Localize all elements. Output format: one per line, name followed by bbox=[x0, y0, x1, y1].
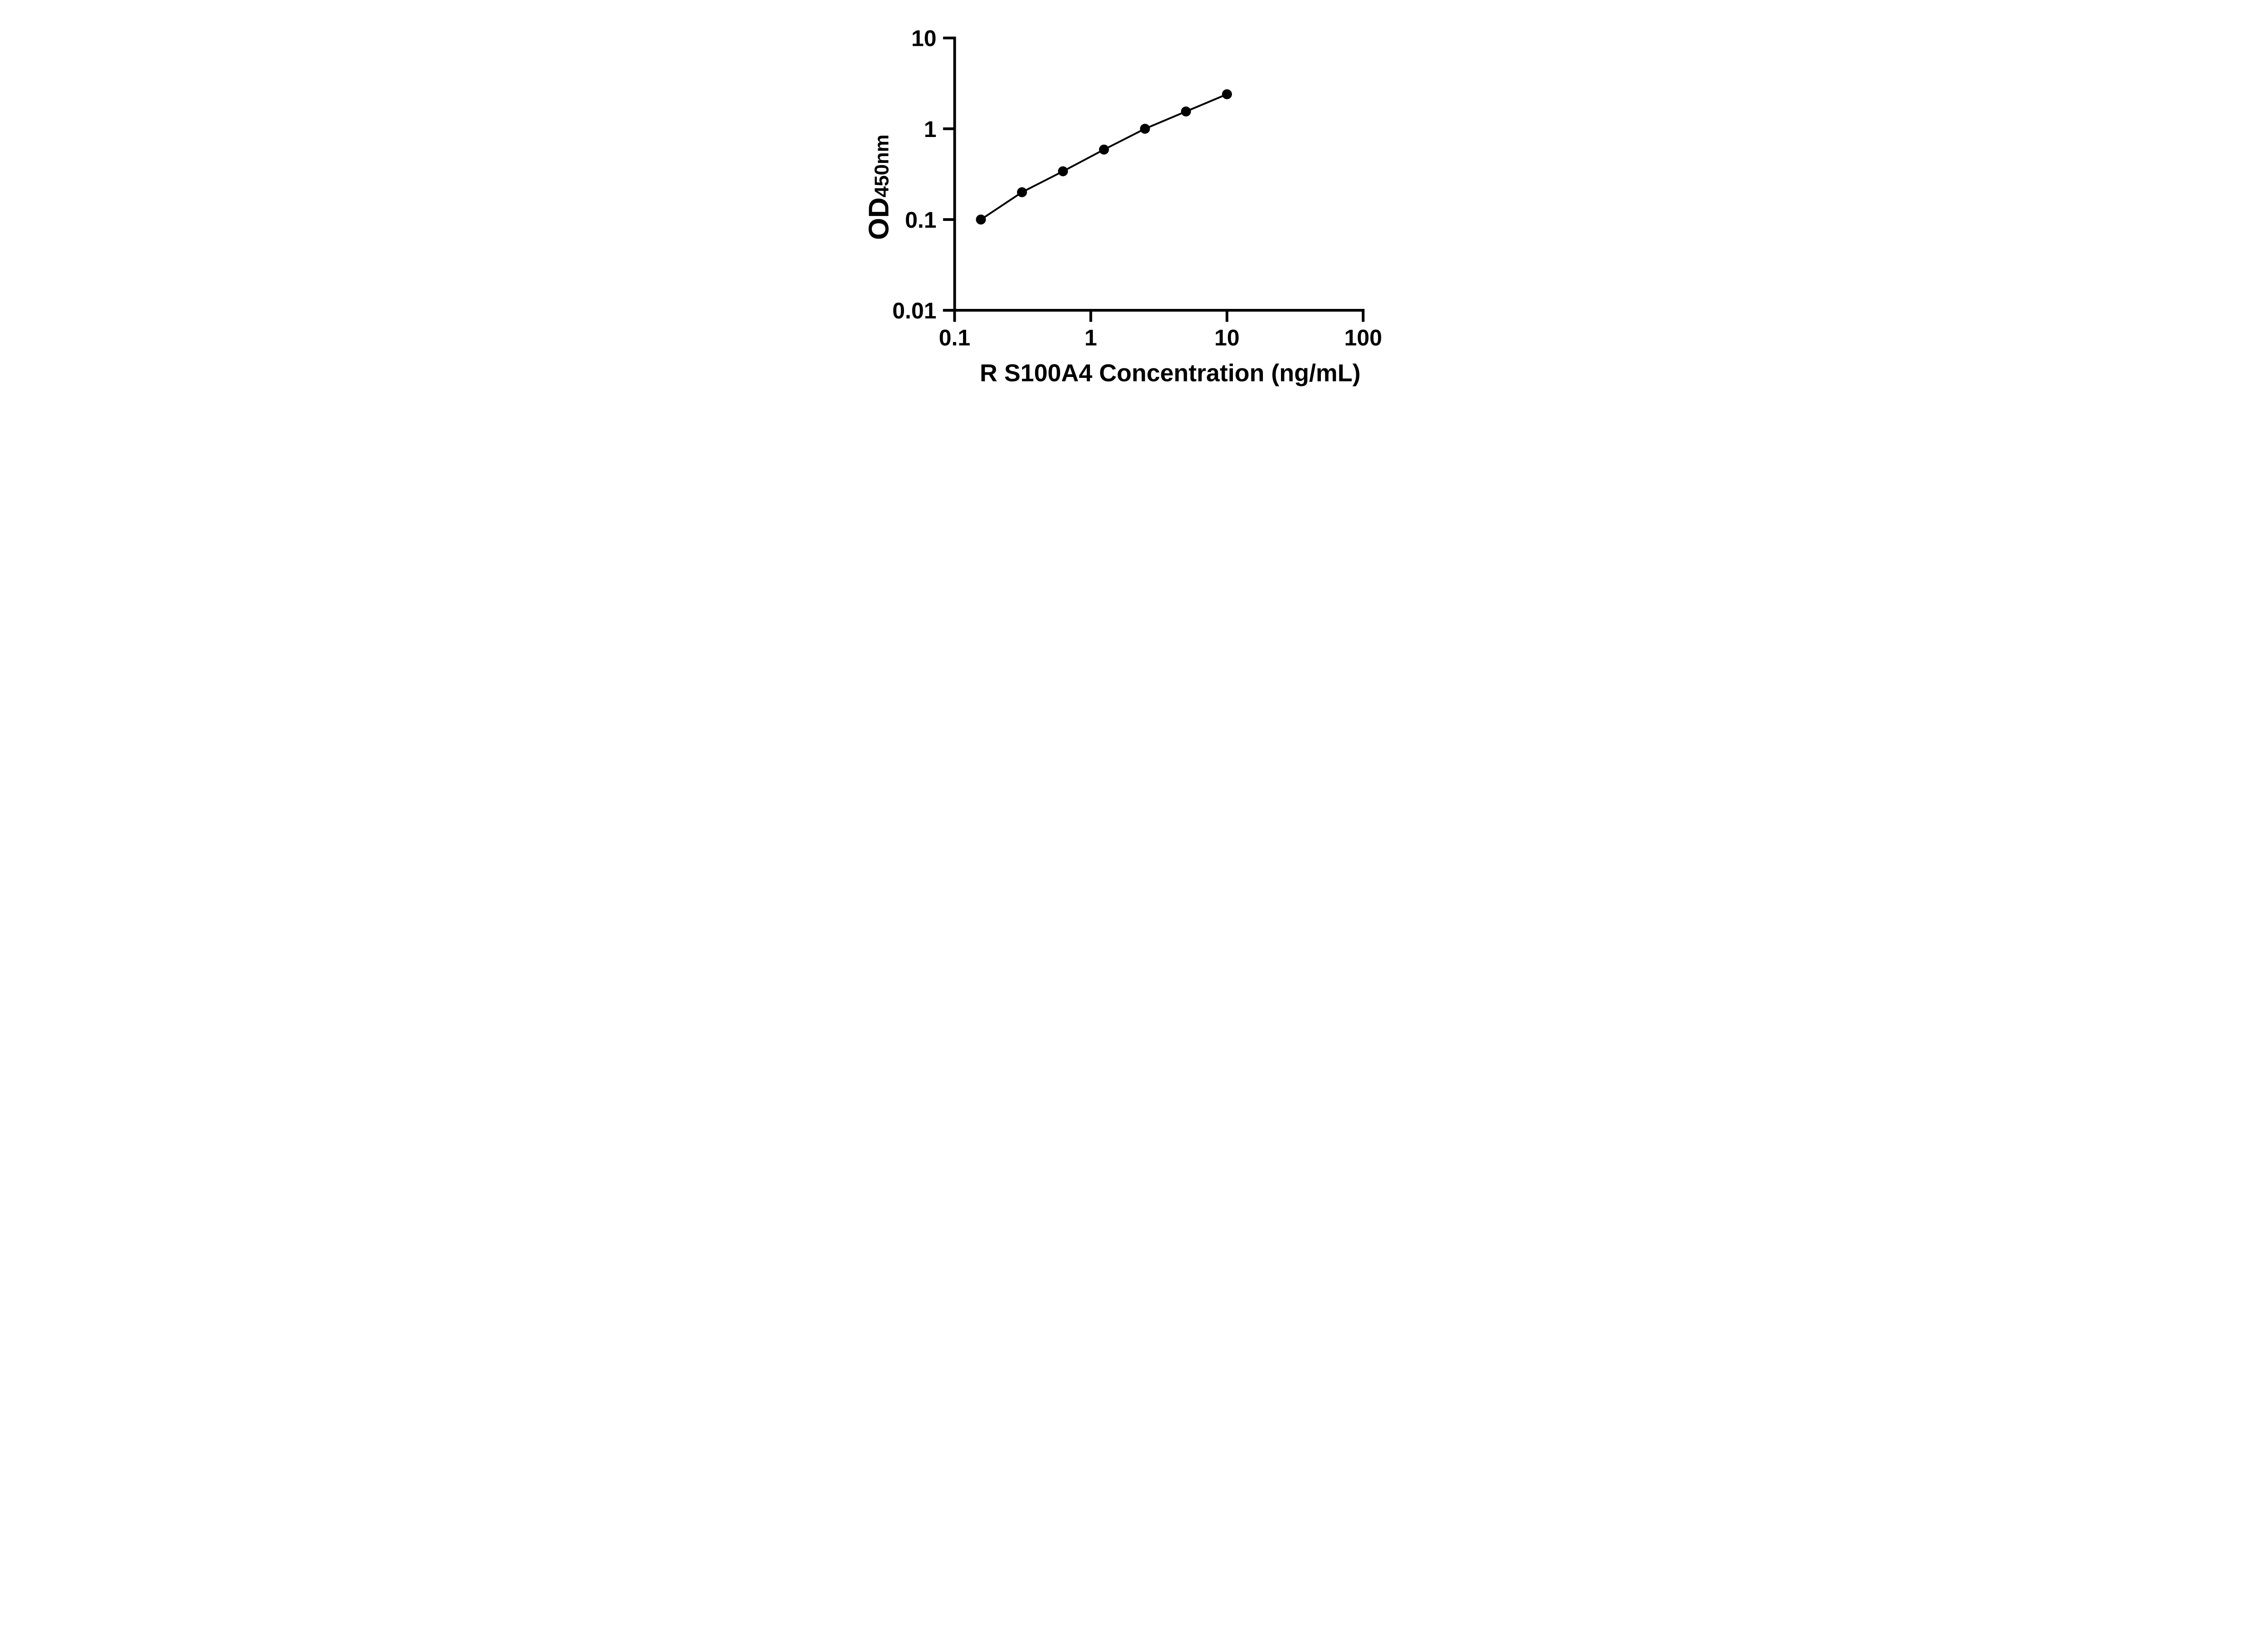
elisa-standard-curve-figure: 10 1 0.1 0.01 0.1 1 10 100 R S100A4 Concentrat… bbox=[842, 0, 1426, 409]
data-point-marker bbox=[1140, 123, 1150, 134]
y-tick bbox=[943, 127, 955, 130]
y-tick-label: 1 bbox=[924, 117, 937, 142]
x-axis-ticks bbox=[953, 310, 1365, 322]
y-axis-tick-labels: 10 1 0.1 0.01 bbox=[892, 26, 936, 323]
x-axis-title: R S100A4 Concentration (ng/mL) bbox=[980, 359, 1360, 386]
x-tick bbox=[1225, 310, 1228, 322]
y-axis-line bbox=[953, 36, 956, 312]
y-tick-label: 0.1 bbox=[905, 207, 937, 233]
x-tick-label: 1 bbox=[1085, 325, 1097, 351]
x-axis-tick-labels: 0.1 1 10 100 bbox=[939, 325, 1382, 351]
y-tick bbox=[943, 218, 955, 221]
y-tick bbox=[943, 36, 955, 39]
data-point-marker bbox=[1222, 89, 1232, 99]
data-point-marker bbox=[1181, 106, 1191, 117]
x-tick-label: 0.1 bbox=[939, 325, 971, 351]
y-tick bbox=[943, 309, 955, 312]
data-point-marker bbox=[1099, 144, 1109, 155]
x-axis-line bbox=[943, 309, 1365, 312]
x-tick bbox=[1362, 310, 1365, 322]
y-axis-title-main: OD bbox=[863, 197, 894, 240]
data-point-marker bbox=[1058, 166, 1068, 176]
y-axis-title-subscript: 450nm bbox=[870, 134, 893, 197]
x-tick bbox=[953, 310, 956, 322]
y-tick-label: 0.01 bbox=[892, 298, 936, 323]
data-point-marker bbox=[1017, 187, 1027, 197]
data-point-marker bbox=[976, 214, 986, 225]
y-axis-title: OD450nm bbox=[863, 134, 894, 240]
x-tick bbox=[1089, 310, 1092, 322]
data-series bbox=[976, 89, 1232, 225]
y-tick-label: 10 bbox=[911, 26, 937, 51]
x-tick-label: 100 bbox=[1344, 325, 1382, 351]
x-tick-label: 10 bbox=[1214, 325, 1240, 351]
y-axis-ticks bbox=[943, 36, 955, 312]
